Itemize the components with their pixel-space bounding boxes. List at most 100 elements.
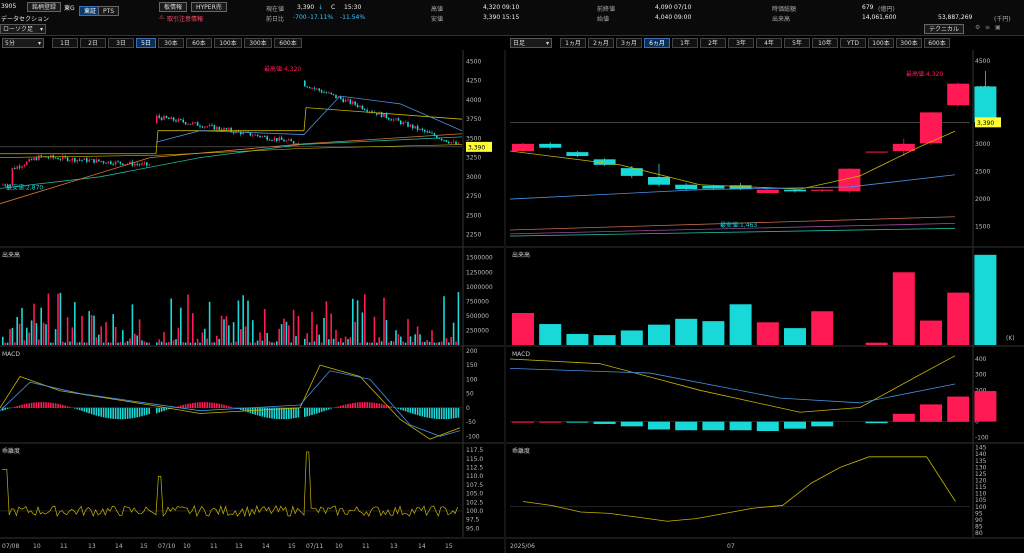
high-price: 4,320 [483,4,501,11]
turnover-value: 53,887,269 [938,14,973,21]
market-label: 東G [64,5,75,12]
left-period-tab-0[interactable]: 1日 [52,38,78,48]
daily-macd-bar [512,421,534,423]
chart-area[interactable]: 出来高MACD乖離度出来高MACD乖離度(K)22502500275030003… [0,50,1024,553]
right-period-tab-10[interactable]: YTD [840,38,866,48]
candle-body [313,87,316,89]
chart-type-select[interactable]: ローソク足 ▾ [0,24,46,34]
volume-bar [110,342,112,345]
left-period-tab-4[interactable]: 30本 [158,38,184,48]
daily-candle-body [838,168,861,192]
right-period-tab-12[interactable]: 300本 [896,38,922,48]
volume-bar [119,342,122,345]
volume-bar [371,342,373,345]
candle-body [320,90,323,93]
right-period-tab-11[interactable]: 100本 [868,38,894,48]
volume-bar [194,342,196,345]
right-period-tab-1[interactable]: 2ヵ月 [588,38,614,48]
right-period-tab-9[interactable]: 10年 [812,38,838,48]
left-period-tab-5[interactable]: 60本 [186,38,212,48]
x-axis-tick: 11 [210,543,218,550]
candle-body [160,117,163,120]
left-period-tab-6[interactable]: 100本 [214,38,242,48]
daily-interval-select[interactable]: 日足 ▾ [510,38,552,48]
macd-histogram-bar [66,406,69,408]
candle-body [28,159,30,162]
quote-header: 3905 銘柄登録 東G 東証 PTS データセクション 板情報 HYPER売 … [0,0,1024,36]
macd-histogram-bar [76,407,78,410]
right-period-tab-3[interactable]: 6ヵ月 [644,38,670,48]
candle-body [175,120,177,122]
macd-histogram-bar [194,402,196,408]
volume-bar [74,302,76,345]
candle-body [194,122,196,123]
right-period-tab-6[interactable]: 3年 [728,38,754,48]
board-button[interactable]: 板情報 [159,2,188,12]
interval-select[interactable]: 5分 ▾ [2,38,44,48]
tab-pts[interactable]: PTS [98,6,120,16]
volume-bar [143,341,146,345]
right-period-tab-7[interactable]: 4年 [756,38,782,48]
macd-histogram-bar [402,407,404,411]
right-period-tab-8[interactable]: 5年 [784,38,810,48]
volume-bar [141,340,143,345]
volume-bar [316,324,318,345]
daily-candle-body [512,143,534,152]
left-period-tab-1[interactable]: 2日 [80,38,106,48]
candle-body [206,126,208,128]
deviation-tick: 135 [975,458,987,465]
candle-body [114,161,117,165]
macd-histogram-bar [100,407,102,417]
volume-bar [278,328,280,345]
settings-icon[interactable]: ▣ [995,24,1001,31]
left-period-tab-3[interactable]: 5日 [136,38,156,48]
volume-bar [373,316,376,345]
left-period-tab-7[interactable]: 300本 [244,38,272,48]
candle-body [184,122,187,125]
volume-bar [16,316,18,345]
volume-bar [158,339,160,345]
label-volume: 出来高 [772,16,791,23]
gear-icon[interactable]: ⚙ [975,24,981,31]
daily-candle-body [892,143,915,152]
price-tick: 3500 [466,135,481,142]
right-period-tab-2[interactable]: 3ヵ月 [616,38,642,48]
volume-bar [105,322,107,345]
left-period-tab-8[interactable]: 600本 [274,38,302,48]
volume-panel-title: 出来高 [2,251,20,259]
candle-body [316,88,318,90]
volume-bar [366,342,368,345]
volume-bar [9,329,11,345]
macd-histogram-bar [436,407,438,419]
right-period-tab-13[interactable]: 600本 [924,38,950,48]
change-value: -700 [293,14,307,21]
candle-body [102,161,105,163]
volume-bar [182,342,184,345]
macd-histogram-bar [83,407,86,412]
macd-histogram-bar [306,407,308,417]
right-period-tab-5[interactable]: 2年 [700,38,726,48]
price-tick: 4000 [466,97,481,104]
hyper-sell-button[interactable]: HYPER売 [191,2,227,12]
menu-icon[interactable]: ≡ [985,24,991,31]
macd-histogram-bar [129,407,131,419]
macd-histogram-bar [376,403,378,408]
daily-volume-bar [729,304,752,345]
stock-register-button[interactable]: 銘柄登録 [27,2,62,12]
technical-button[interactable]: テクニカル [924,24,965,34]
price-tag-bg [466,141,492,152]
right-period-tab-0[interactable]: 1ヵ月 [560,38,586,48]
right-period-tab-4[interactable]: 1年 [672,38,698,48]
candle-body [122,163,124,165]
volume-bar [407,319,409,345]
candle-body [38,155,40,161]
macd-histogram-bar [292,407,295,419]
candle-body [223,128,225,131]
left-period-tab-2[interactable]: 3日 [108,38,134,48]
macd-histogram-bar [35,402,38,408]
macd-histogram-bar [218,403,220,408]
trading-alert-link[interactable]: 取引注意情報 [167,16,204,23]
candle-body [323,92,325,94]
volume-bar [180,307,182,345]
candle-body [141,163,143,165]
